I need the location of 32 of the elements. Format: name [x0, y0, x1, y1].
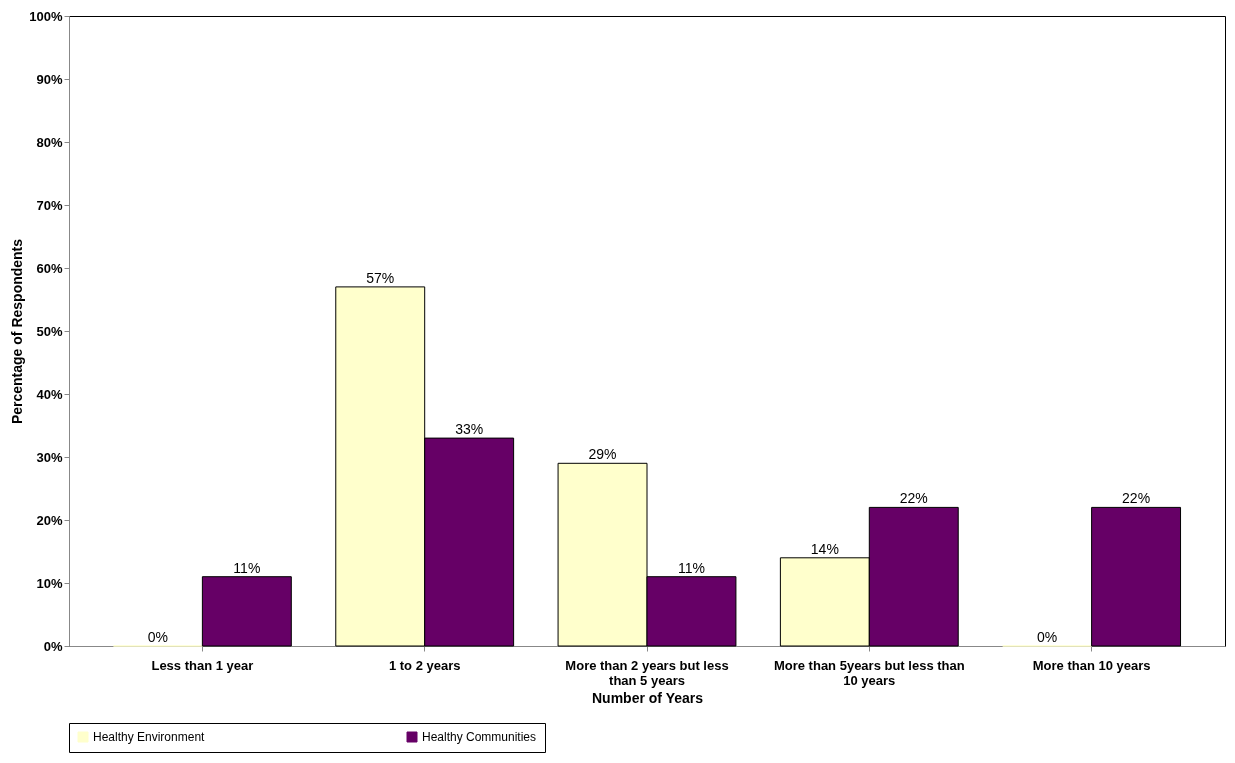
y-tick-label: 10% — [36, 575, 63, 591]
y-tick-label: 40% — [36, 386, 63, 402]
legend-label: Healthy Environment — [93, 730, 206, 744]
y-axis-title: Percentage of Respondents — [9, 238, 26, 425]
y-tick-label: 30% — [36, 449, 63, 465]
y-tick-label: 80% — [36, 134, 63, 150]
y-tick-label: 90% — [36, 71, 63, 87]
data-label: 0% — [147, 629, 169, 645]
data-label: 29% — [588, 446, 617, 463]
legend-label: Healthy Communities — [422, 730, 537, 744]
y-tick-label: 100% — [29, 8, 63, 24]
data-label: 14% — [810, 540, 839, 557]
y-tick-label: 50% — [36, 323, 63, 339]
data-label: 0% — [1037, 629, 1058, 645]
bar — [201, 576, 292, 647]
data-label: 11% — [677, 559, 705, 576]
data-label: 22% — [1122, 490, 1151, 507]
x-tick-label: Less than 1 year — [151, 657, 254, 673]
x-tick-label: More than 10 years — [1032, 657, 1151, 673]
bar — [1091, 506, 1182, 647]
data-label: 57% — [366, 269, 395, 286]
x-tick-label: More than 5years but less than 10 years — [773, 657, 965, 688]
x-axis-title: Number of Years — [591, 689, 704, 706]
data-label: 11% — [233, 559, 261, 576]
data-label: 22% — [899, 490, 928, 507]
y-tick-label: 0% — [43, 638, 63, 654]
y-tick-label: 60% — [36, 260, 63, 276]
x-tick-label: 1 to 2 years — [388, 657, 461, 673]
y-tick-label: 20% — [36, 512, 63, 528]
x-tick-label: More than 2 years but less than 5 years — [565, 657, 729, 688]
data-label: 33% — [455, 421, 484, 438]
y-tick-label: 70% — [36, 197, 63, 213]
